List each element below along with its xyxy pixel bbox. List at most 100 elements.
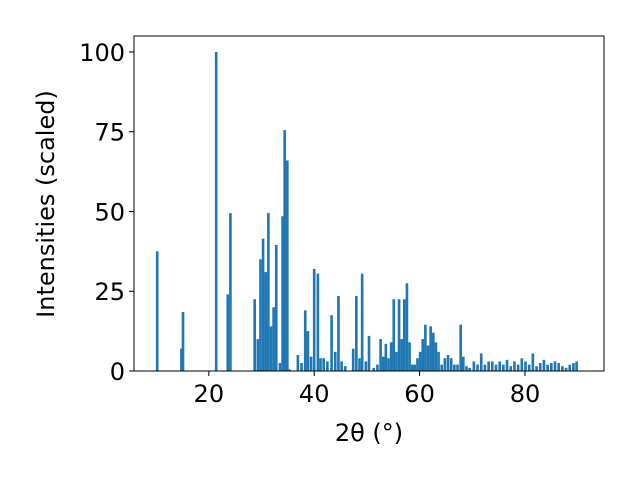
bar [413,364,417,371]
bar [267,213,270,371]
x-tick-label: 80 [510,380,541,408]
bar [524,361,527,371]
bar [437,351,440,371]
bar [296,355,300,371]
bar [288,369,291,371]
bar [418,351,422,371]
bar [568,364,572,371]
bar [381,356,385,371]
bar [303,310,307,371]
bar [274,244,278,371]
bar [479,353,483,371]
bar [476,364,479,371]
bar [384,343,388,371]
x-axis-ticks: 20 40 60 80 [194,371,541,408]
bar [387,358,390,371]
bar [397,299,401,371]
bar [446,355,450,371]
bar [416,358,419,371]
bar [572,363,575,371]
bar [253,299,256,371]
bar [509,366,513,371]
bar [264,272,268,371]
bar [472,361,476,371]
bar [322,358,326,371]
bar [527,364,531,371]
bar [461,356,465,371]
bar [180,348,183,371]
bar [426,345,430,371]
bar [553,361,557,371]
bar [440,364,444,371]
bar [269,326,273,371]
bar [355,296,358,371]
bar [405,283,409,371]
bar [372,367,376,371]
bar [429,326,432,371]
bar [283,130,287,371]
bar [456,364,459,371]
bar [286,160,289,371]
bar [340,361,343,371]
bar [408,342,411,371]
bar [498,361,501,371]
bar [538,363,542,371]
bar [459,324,462,371]
y-axis-ticks: 0 25 50 75 100 [79,39,134,386]
bar [351,348,355,371]
bar [376,364,379,371]
bar [319,358,322,371]
bar [431,332,435,371]
bar [505,359,509,371]
bars-group [155,51,578,371]
bar [410,364,414,371]
bar [278,363,282,371]
x-tick-label: 20 [194,380,225,408]
bar [549,363,553,371]
bar [330,315,333,371]
bar [487,361,490,371]
bar [214,51,218,371]
y-tick-label: 100 [79,39,125,67]
bar [379,339,382,371]
y-tick-label: 75 [94,119,125,147]
bar [424,324,427,371]
bar [531,353,535,371]
bar [490,361,494,371]
bar [400,339,403,371]
bar [520,358,524,371]
bar [229,213,232,371]
bar [309,356,313,371]
bar [333,351,337,371]
bar [402,299,406,371]
bar [443,358,447,371]
bar [300,363,303,371]
bar [434,342,438,371]
bar [226,294,230,371]
y-tick-label: 25 [94,278,125,306]
bar [312,268,316,371]
bar [358,358,361,371]
bar [542,359,546,371]
y-axis-label: Intensities (scaled) [32,90,60,318]
bar [564,367,568,371]
bar [483,364,487,371]
bar [367,335,371,371]
bar [306,331,310,371]
bar [272,307,275,371]
bar [557,363,561,371]
bar [256,339,260,371]
bar [326,361,329,371]
bar [360,273,364,371]
bar [502,364,505,371]
bar [364,361,368,371]
bar [561,366,564,371]
bar [453,364,456,371]
bar [337,296,340,371]
bar [535,366,538,371]
bar [465,366,468,371]
bar [261,238,265,371]
bar [155,251,159,371]
bar [392,299,396,371]
